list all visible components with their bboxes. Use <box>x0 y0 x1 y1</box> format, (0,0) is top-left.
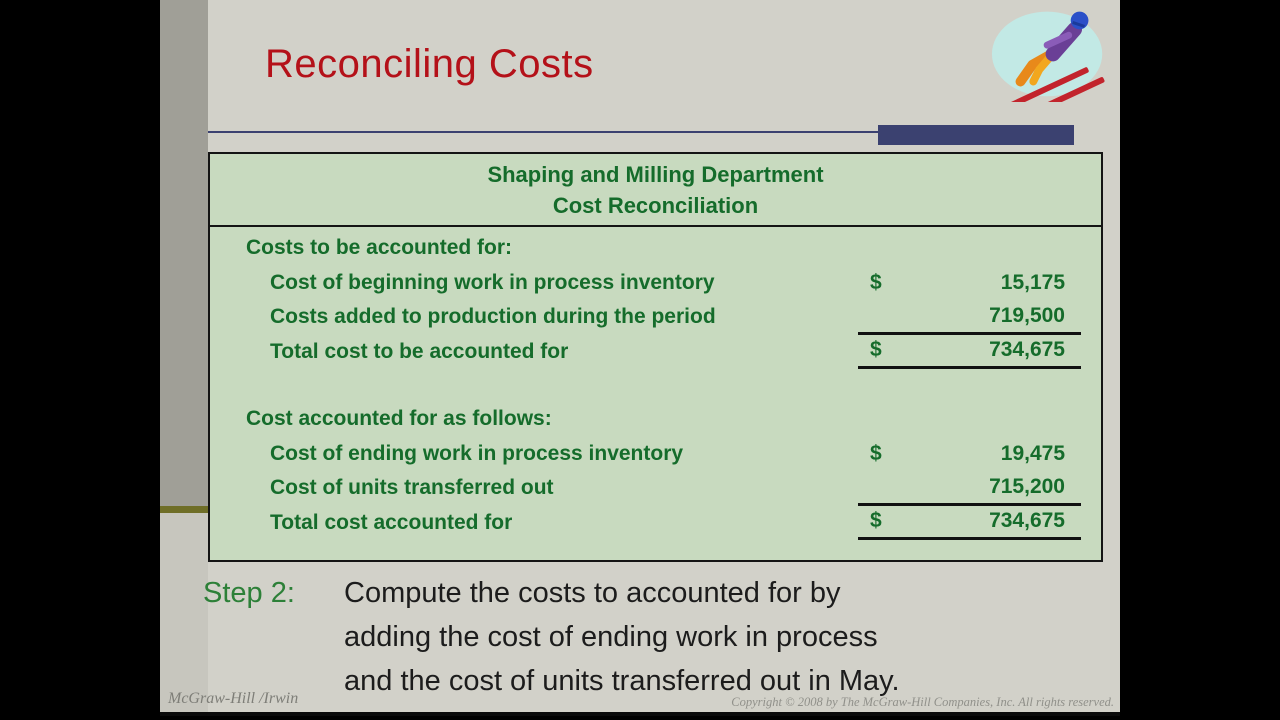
table-header-line1: Shaping and Milling Department <box>487 162 824 187</box>
row-label: Cost of beginning work in process invent… <box>270 270 715 294</box>
table-row: Cost of ending work in process inventory… <box>210 437 1101 472</box>
table-row: Total cost accounted for $ 734,675 <box>210 506 1101 540</box>
row-values: 719,500 <box>858 300 1081 335</box>
row-values: $ 15,175 <box>858 266 1081 301</box>
page-title: Reconciling Costs <box>265 42 594 86</box>
row-values: $ 19,475 <box>858 437 1081 472</box>
row-amount: 719,500 <box>989 303 1065 327</box>
row-values: $ 734,675 <box>858 335 1081 369</box>
row-amount: 734,675 <box>989 338 1065 362</box>
row-amount: 734,675 <box>989 509 1065 533</box>
slide: Reconciling Costs Shaping and Milling De… <box>160 0 1120 716</box>
table-section-spacer <box>210 369 1101 402</box>
step-label: Step 2: <box>203 577 295 609</box>
row-label: Cost of ending work in process inventory <box>270 441 684 465</box>
currency-symbol: $ <box>870 270 882 294</box>
title-underline-block <box>878 125 1074 145</box>
skier-icon <box>991 11 1105 102</box>
row-values: 715,200 <box>858 471 1081 506</box>
step-text: Compute the costs to accounted for by ad… <box>344 571 900 703</box>
table-body: Costs to be accounted for: Cost of begin… <box>210 227 1101 540</box>
row-label: Total cost to be accounted for <box>270 339 569 363</box>
table-header: Shaping and Milling Department Cost Reco… <box>210 154 1101 227</box>
title-underline-rule <box>208 131 880 133</box>
row-label: Costs added to production during the per… <box>270 305 716 329</box>
copyright-text: Copyright © 2008 by The McGraw-Hill Comp… <box>731 695 1114 709</box>
table-row: Cost of beginning work in process invent… <box>210 266 1101 301</box>
currency-symbol: $ <box>870 509 882 533</box>
step-line3: and the cost of units transferred out in… <box>344 665 900 697</box>
currency-symbol: $ <box>870 441 882 465</box>
table-row: Costs added to production during the per… <box>210 300 1101 335</box>
section-heading: Costs to be accounted for: <box>246 236 513 260</box>
left-band-lower <box>160 513 208 716</box>
row-label: Cost of units transferred out <box>270 476 554 500</box>
step-line1: Compute the costs to accounted for by <box>344 577 841 609</box>
publisher-logo-text: McGraw-Hill /Irwin <box>168 690 299 707</box>
row-amount: 19,475 <box>1000 441 1065 465</box>
left-gray-band <box>160 0 208 506</box>
row-label: Total cost accounted for <box>270 510 513 534</box>
section-heading: Cost accounted for as follows: <box>246 407 552 431</box>
cost-reconciliation-table: Shaping and Milling Department Cost Reco… <box>208 152 1103 562</box>
table-row: Cost accounted for as follows: <box>210 402 1101 437</box>
olive-accent-line <box>160 506 208 513</box>
currency-symbol: $ <box>870 338 882 362</box>
row-amount: 715,200 <box>989 474 1065 498</box>
step-line2: adding the cost of ending work in proces… <box>344 621 878 653</box>
step-annotation: Step 2: Compute the costs to accounted f… <box>203 571 900 703</box>
table-row: Cost of units transferred out 715,200 <box>210 471 1101 506</box>
table-header-line2: Cost Reconciliation <box>552 193 759 218</box>
row-amount: 15,175 <box>1000 270 1065 294</box>
bottom-edge <box>160 712 1120 716</box>
table-row: Costs to be accounted for: <box>210 231 1101 266</box>
row-values: $ 734,675 <box>858 506 1081 540</box>
table-row: Total cost to be accounted for $ 734,675 <box>210 335 1101 369</box>
